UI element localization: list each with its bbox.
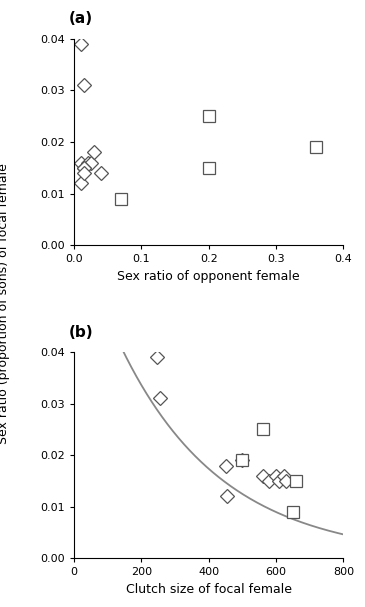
X-axis label: Clutch size of focal female: Clutch size of focal female [126, 583, 292, 596]
Text: (b): (b) [69, 325, 93, 340]
X-axis label: Sex ratio of opponent female: Sex ratio of opponent female [118, 270, 300, 283]
Text: Sex ratio (proportion of sons) of focal female: Sex ratio (proportion of sons) of focal … [0, 163, 10, 444]
Text: (a): (a) [69, 12, 93, 27]
